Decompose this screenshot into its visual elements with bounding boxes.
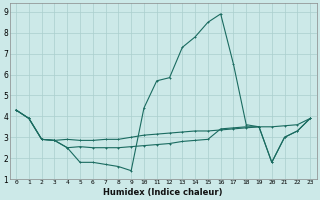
X-axis label: Humidex (Indice chaleur): Humidex (Indice chaleur)	[103, 188, 223, 197]
